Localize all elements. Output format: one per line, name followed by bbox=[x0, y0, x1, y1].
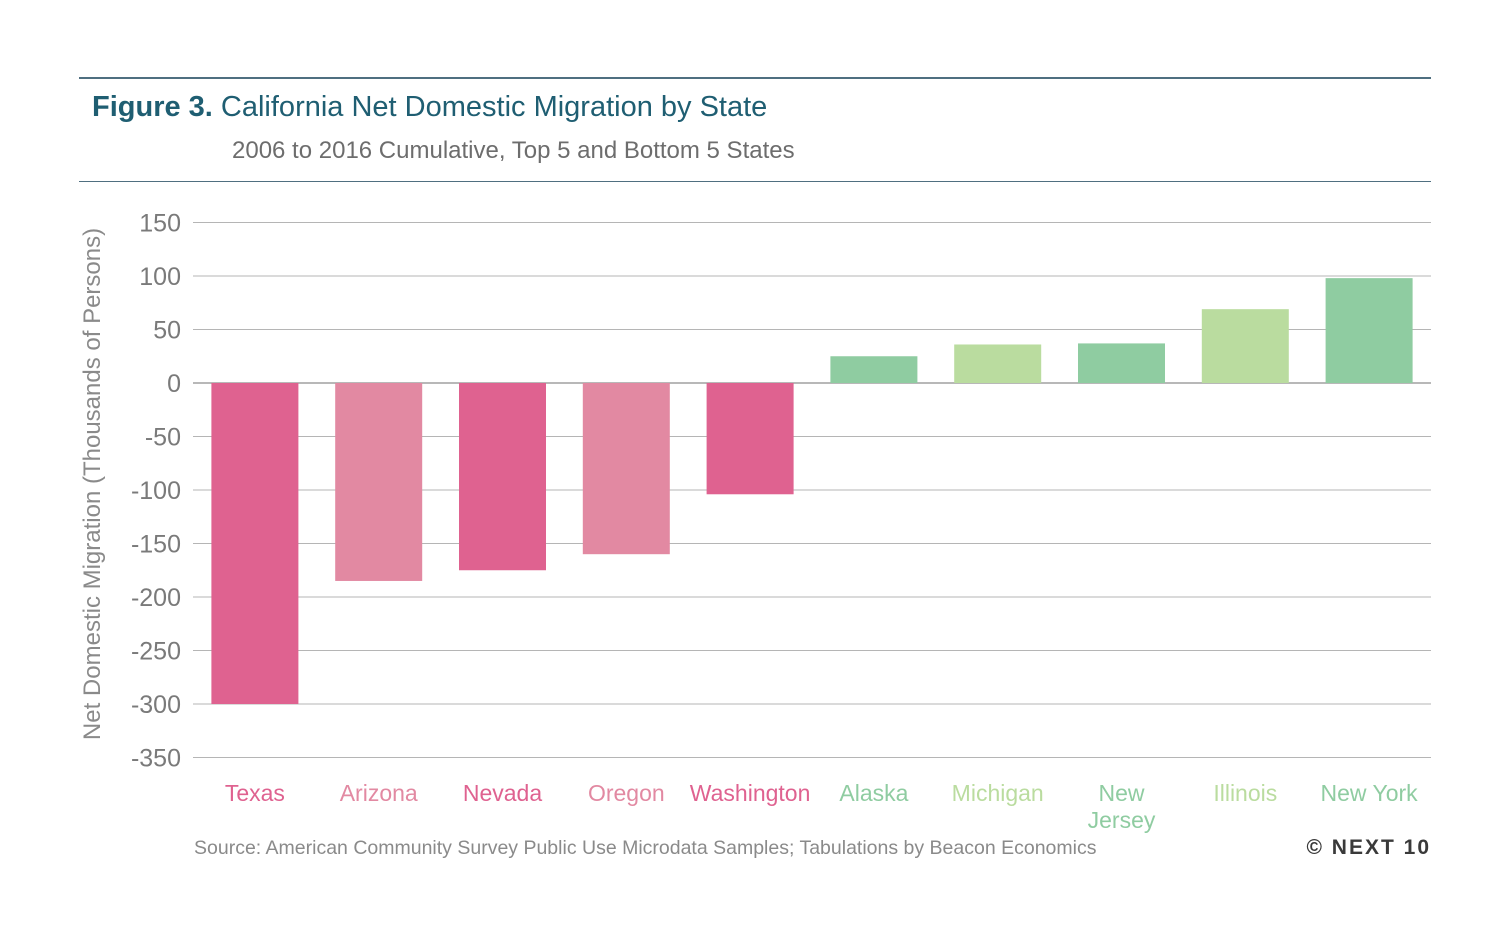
chart-title-text: California Net Domestic Migration by Sta… bbox=[220, 91, 768, 123]
x-tick-label: Alaska bbox=[839, 780, 908, 806]
x-category-labels: Texas Arizona Nevada Oregon Washington Alaska… bbox=[225, 780, 1418, 833]
bar-alaska bbox=[830, 356, 918, 383]
y-tick-label: -150 bbox=[131, 531, 181, 559]
bar-new-york bbox=[1325, 278, 1413, 383]
y-axis-label: Net Domestic Migration (Thousands of Per… bbox=[79, 228, 106, 740]
y-tick-labels: 150 100 50 0 -50 -100 -150 -200 -250 -300 -350 bbox=[131, 210, 181, 773]
bar-washington bbox=[706, 383, 794, 495]
bar-arizona bbox=[335, 383, 423, 581]
x-tick-label: Oregon bbox=[588, 780, 665, 806]
y-tick-label: -100 bbox=[131, 477, 181, 505]
figure-label: Figure 3. bbox=[92, 91, 213, 123]
header-top-rule bbox=[79, 77, 1431, 79]
y-tick-label: -200 bbox=[131, 584, 181, 612]
x-tick-label: Michigan bbox=[952, 780, 1044, 806]
y-tick-label: 150 bbox=[139, 210, 181, 238]
source-note: Source: American Community Survey Public… bbox=[194, 837, 1097, 859]
x-tick-label: Nevada bbox=[463, 780, 542, 806]
bar-oregon bbox=[582, 383, 670, 555]
bar-nevada bbox=[459, 383, 546, 571]
y-tick-label: 0 bbox=[167, 370, 181, 398]
chart-subtitle: 2006 to 2016 Cumulative, Top 5 and Botto… bbox=[232, 137, 795, 164]
next10-logo: © NEXT 10 bbox=[1306, 836, 1431, 859]
y-tick-label: -350 bbox=[131, 745, 181, 773]
y-tick-label: -50 bbox=[145, 424, 181, 452]
y-tick-label: -300 bbox=[131, 691, 181, 719]
chart-title: Figure 3. California Net Domestic Migrat… bbox=[92, 91, 767, 124]
header-bottom-rule bbox=[79, 181, 1431, 182]
y-tick-label: -250 bbox=[131, 638, 181, 666]
x-tick-label: New Jersey bbox=[1088, 780, 1156, 833]
x-tick-label: Arizona bbox=[340, 780, 418, 806]
x-tick-label: New York bbox=[1321, 780, 1419, 806]
y-tick-label: 100 bbox=[139, 263, 181, 291]
x-tick-label: Washington bbox=[690, 780, 811, 806]
bar-illinois bbox=[1201, 309, 1289, 383]
x-tick-label: Texas bbox=[225, 780, 285, 806]
bar-michigan bbox=[954, 344, 1042, 383]
bar-texas bbox=[211, 383, 299, 704]
y-tick-label: 50 bbox=[153, 317, 181, 345]
bars bbox=[211, 278, 1413, 704]
x-tick-label: Illinois bbox=[1213, 780, 1277, 806]
bar-new-jersey bbox=[1078, 343, 1165, 383]
